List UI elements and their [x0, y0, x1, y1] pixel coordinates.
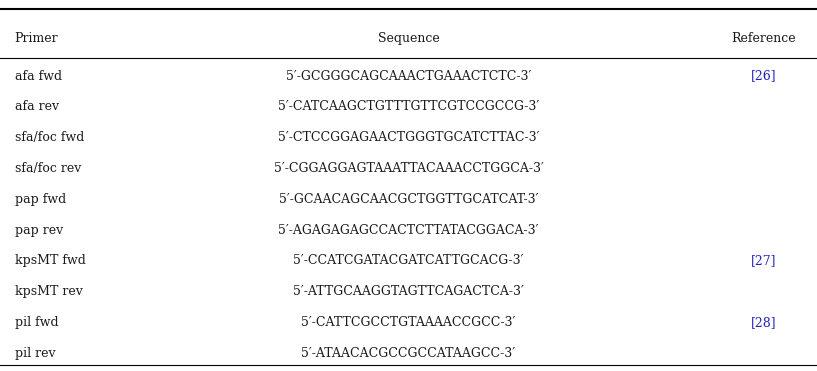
- Text: [27]: [27]: [751, 254, 777, 267]
- Text: kpsMT fwd: kpsMT fwd: [15, 254, 86, 267]
- Text: [28]: [28]: [751, 316, 777, 329]
- Text: 5′-GCGGGCAGCAAACTGAAACTCTC-3′: 5′-GCGGGCAGCAAACTGAAACTCTC-3′: [286, 69, 531, 83]
- Text: sfa/foc rev: sfa/foc rev: [15, 162, 81, 175]
- Text: pil rev: pil rev: [15, 347, 56, 360]
- Text: sfa/foc fwd: sfa/foc fwd: [15, 131, 84, 144]
- Text: 5′-CATCAAGCTGTTTGTTCGTCCGCCG-3′: 5′-CATCAAGCTGTTTGTTCGTCCGCCG-3′: [278, 100, 539, 114]
- Text: Reference: Reference: [731, 32, 797, 46]
- Text: 5′-ATAACACGCCGCCATAAGCC-3′: 5′-ATAACACGCCGCCATAAGCC-3′: [301, 347, 516, 360]
- Text: 5′-ATTGCAAGGTAGTTCAGACTCA-3′: 5′-ATTGCAAGGTAGTTCAGACTCA-3′: [293, 285, 524, 298]
- Text: kpsMT rev: kpsMT rev: [15, 285, 83, 298]
- Text: pil fwd: pil fwd: [15, 316, 58, 329]
- Text: Sequence: Sequence: [377, 32, 440, 46]
- Text: pap fwd: pap fwd: [15, 193, 66, 206]
- Text: 5′-AGAGAGAGCCACTCTTATACGGACA-3′: 5′-AGAGAGAGCCACTCTTATACGGACA-3′: [279, 223, 538, 237]
- Text: pap rev: pap rev: [15, 223, 63, 237]
- Text: 5′-CTCCGGAGAACTGGGTGCATCTTAC-3′: 5′-CTCCGGAGAACTGGGTGCATCTTAC-3′: [278, 131, 539, 144]
- Text: 5′-CATTCGCCTGTAAAACCGCC-3′: 5′-CATTCGCCTGTAAAACCGCC-3′: [301, 316, 516, 329]
- Text: afa rev: afa rev: [15, 100, 59, 114]
- Text: [26]: [26]: [751, 69, 777, 83]
- Text: 5′-CCATCGATACGATCATTGCACG-3′: 5′-CCATCGATACGATCATTGCACG-3′: [293, 254, 524, 267]
- Text: 5′-CGGAGGAGTAAATTACAAACCTGGCA-3′: 5′-CGGAGGAGTAAATTACAAACCTGGCA-3′: [274, 162, 543, 175]
- Text: 5′-GCAACAGCAACGCTGGTTGCATCAT-3′: 5′-GCAACAGCAACGCTGGTTGCATCAT-3′: [279, 193, 538, 206]
- Text: Primer: Primer: [15, 32, 58, 46]
- Text: afa fwd: afa fwd: [15, 69, 62, 83]
